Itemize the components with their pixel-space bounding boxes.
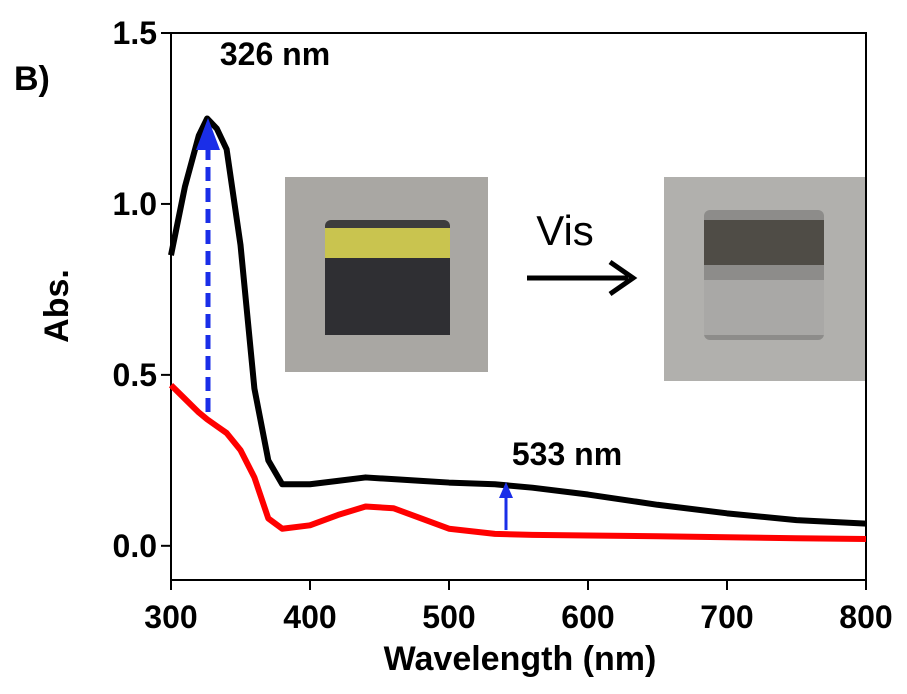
x-tick-label: 600 bbox=[561, 599, 614, 635]
y-axis-label: Abs. bbox=[38, 269, 76, 343]
annotation: 326 nm bbox=[220, 36, 330, 72]
x-tick-label: 400 bbox=[283, 599, 336, 635]
y-tick-label: 0.5 bbox=[113, 357, 157, 393]
photo-before bbox=[285, 177, 488, 372]
annotation: 533 nm bbox=[512, 436, 622, 472]
y-tick-label: 0.0 bbox=[113, 528, 157, 564]
chart: B) Wavelength (nm) Abs. 326 nm 533 nm Vi… bbox=[0, 0, 907, 689]
x-tick-label: 500 bbox=[422, 599, 475, 635]
x-tick-label: 700 bbox=[700, 599, 753, 635]
y-tick-label: 1.0 bbox=[113, 186, 157, 222]
panel-label: B) bbox=[14, 60, 50, 98]
photo-after bbox=[664, 177, 866, 381]
y-tick-label: 1.5 bbox=[113, 15, 157, 51]
annotation: Vis bbox=[536, 207, 594, 254]
x-tick-label: 800 bbox=[839, 599, 892, 635]
x-tick-label: 300 bbox=[144, 599, 197, 635]
x-axis-label: Wavelength (nm) bbox=[384, 640, 657, 678]
